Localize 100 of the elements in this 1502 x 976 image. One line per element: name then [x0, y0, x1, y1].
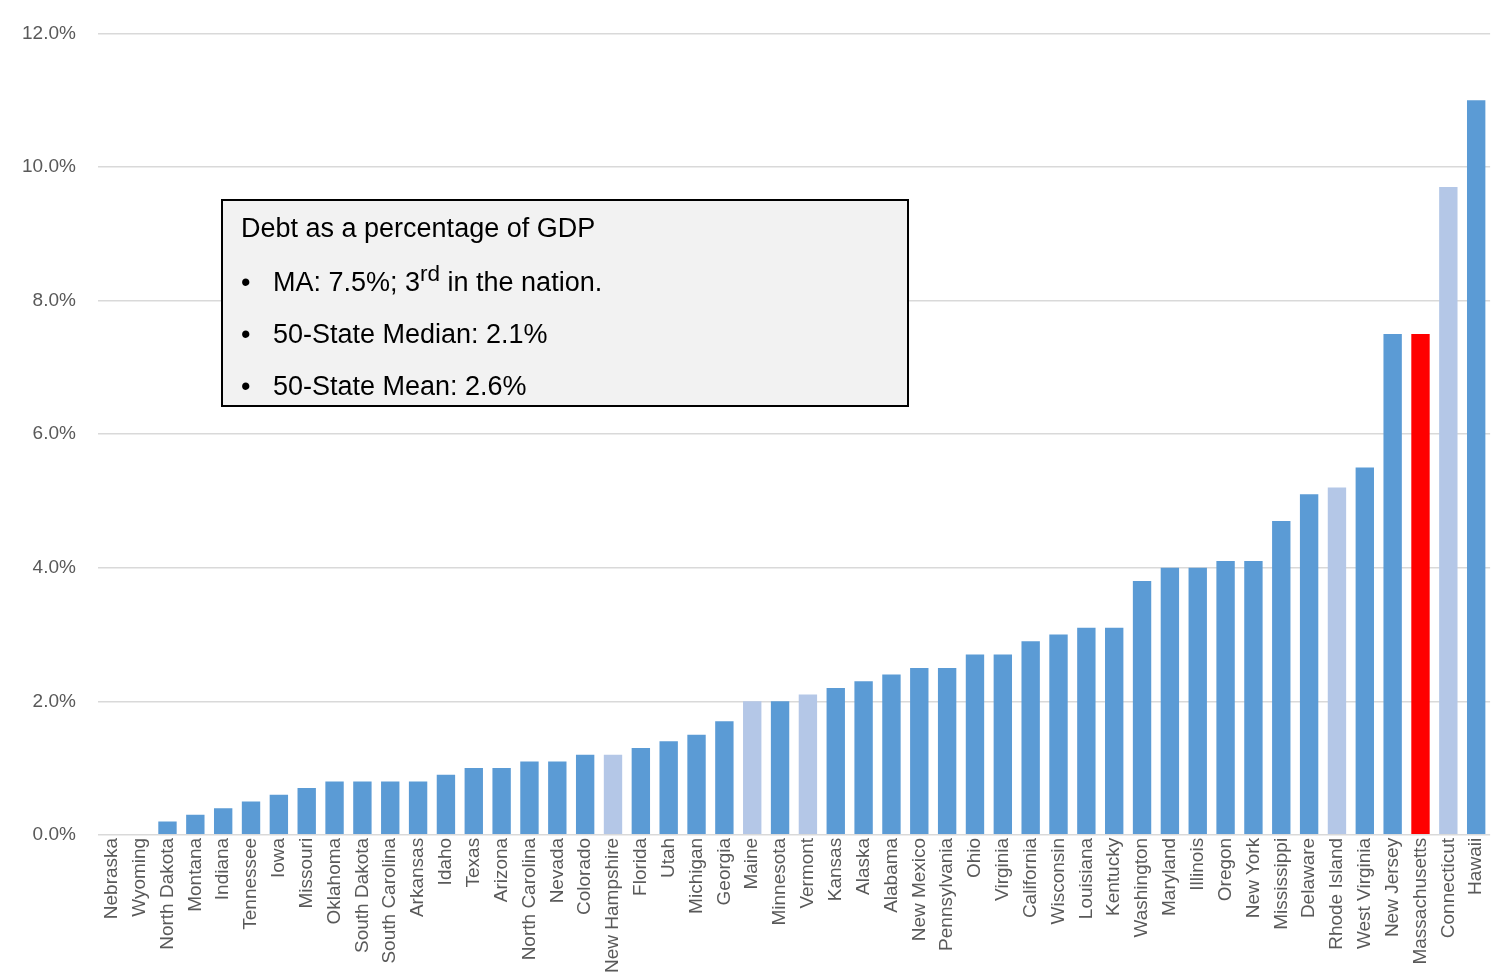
bar — [715, 721, 734, 835]
x-tick-label: South Carolina — [378, 837, 400, 964]
x-tick-label: Delaware — [1297, 837, 1319, 919]
bar — [464, 768, 483, 835]
bar — [770, 701, 790, 835]
x-tick-label: Pennsylvania — [935, 837, 957, 951]
x-tick-label: New Mexico — [907, 837, 929, 942]
bar — [1105, 627, 1124, 835]
bar — [854, 681, 873, 835]
bar — [297, 788, 316, 835]
x-tick-label: Nebraska — [100, 837, 122, 920]
bar — [1411, 333, 1430, 835]
bar — [548, 761, 567, 835]
x-tick-label: North Carolina — [517, 837, 539, 961]
bar — [1021, 641, 1040, 835]
bar — [213, 808, 233, 835]
x-tick-label: Louisiana — [1074, 837, 1096, 920]
bar — [1049, 634, 1068, 835]
x-tick-label: Kentucky — [1102, 837, 1124, 916]
x-tick-label: Oregon — [1213, 837, 1235, 902]
bar — [1216, 561, 1235, 835]
bar — [158, 821, 177, 835]
x-tick-label: Hawaii — [1464, 837, 1486, 895]
annotation: • MA: 7.5%; 3$^{rd}$ in the nation. — [241, 260, 604, 299]
x-tick-label: Colorado — [573, 837, 595, 915]
y-tick-label: 6.0% — [32, 422, 76, 444]
x-tick-label: Washington — [1130, 837, 1152, 938]
x-tick-label: Nevada — [545, 837, 567, 904]
x-tick-label: Missouri — [294, 837, 316, 909]
x-tick-label: Vermont — [796, 837, 818, 909]
x-tick-label: North Dakota — [155, 837, 177, 950]
bar — [381, 781, 400, 835]
bar — [798, 694, 818, 835]
y-tick-label: 12.0% — [22, 21, 76, 43]
bar — [659, 741, 678, 835]
x-tick-label: Maryland — [1158, 837, 1180, 916]
x-tick-label: Wyoming — [127, 837, 149, 917]
bar — [492, 768, 511, 835]
x-tick-label: Arizona — [489, 837, 511, 903]
bar — [993, 654, 1013, 835]
x-tick-label: Montana — [183, 837, 205, 912]
x-tick-label: Idaho — [434, 837, 456, 886]
y-tick-label: 2.0% — [32, 689, 76, 711]
x-tick-label: Connecticut — [1436, 837, 1458, 939]
annotation: Debt as a percentage of GDP — [241, 213, 597, 244]
x-tick-label: California — [1018, 837, 1040, 919]
x-tick-label: Rhode Island — [1325, 837, 1347, 950]
x-tick-label: Massachusetts — [1408, 837, 1430, 965]
annotation: • 50-State Median: 2.1% — [241, 318, 549, 351]
bar — [826, 687, 845, 835]
x-tick-label: Wisconsin — [1046, 837, 1068, 925]
x-tick-label: West Virginia — [1353, 837, 1375, 950]
bar — [687, 734, 706, 835]
bar — [631, 748, 651, 835]
bar — [1244, 561, 1263, 835]
y-tick-label: 10.0% — [22, 155, 76, 177]
bar — [882, 674, 901, 835]
bar — [1188, 567, 1207, 835]
x-tick-label: Illinois — [1185, 837, 1207, 891]
x-tick-label: Alabama — [879, 837, 901, 913]
x-tick-label: Mississippi — [1269, 837, 1291, 930]
x-tick-label: Texas — [462, 837, 484, 888]
bar — [743, 701, 762, 835]
x-tick-label: Alaska — [851, 837, 873, 895]
x-tick-label: Utah — [656, 837, 678, 878]
bar — [1272, 520, 1291, 835]
bar — [1383, 333, 1402, 835]
bar — [408, 781, 428, 835]
bar — [325, 781, 344, 835]
x-tick-label: New York — [1241, 837, 1263, 919]
bar — [603, 754, 623, 835]
bar — [937, 667, 957, 835]
bar — [186, 814, 205, 835]
bar — [269, 794, 289, 835]
bar — [1466, 100, 1486, 835]
y-tick-label: 0.0% — [32, 823, 76, 845]
bar — [241, 801, 261, 835]
bar — [520, 761, 539, 835]
bar — [575, 754, 595, 835]
bar — [353, 781, 372, 835]
annotation: • 50-State Mean: 2.6% — [241, 370, 528, 403]
x-tick-label: Oklahoma — [322, 837, 344, 925]
bar — [1160, 567, 1180, 835]
bar — [1439, 187, 1458, 835]
x-tick-label: Florida — [629, 837, 651, 896]
bar — [965, 654, 985, 835]
x-tick-label: Maine — [740, 837, 762, 890]
x-tick-label: Ohio — [963, 837, 985, 878]
bar — [1077, 627, 1096, 835]
x-tick-label: Michigan — [684, 837, 706, 914]
x-tick-label: Arkansas — [406, 837, 428, 918]
y-tick-label: 4.0% — [32, 555, 76, 577]
bar — [1132, 581, 1152, 835]
x-tick-label: New Hampshire — [601, 837, 623, 973]
x-tick-label: Indiana — [211, 837, 233, 901]
x-tick-label: Minnesota — [768, 837, 790, 926]
x-tick-label: Virginia — [991, 837, 1013, 901]
x-tick-label: Kansas — [823, 837, 845, 902]
bar — [910, 667, 929, 835]
x-tick-label: Tennessee — [239, 837, 261, 930]
